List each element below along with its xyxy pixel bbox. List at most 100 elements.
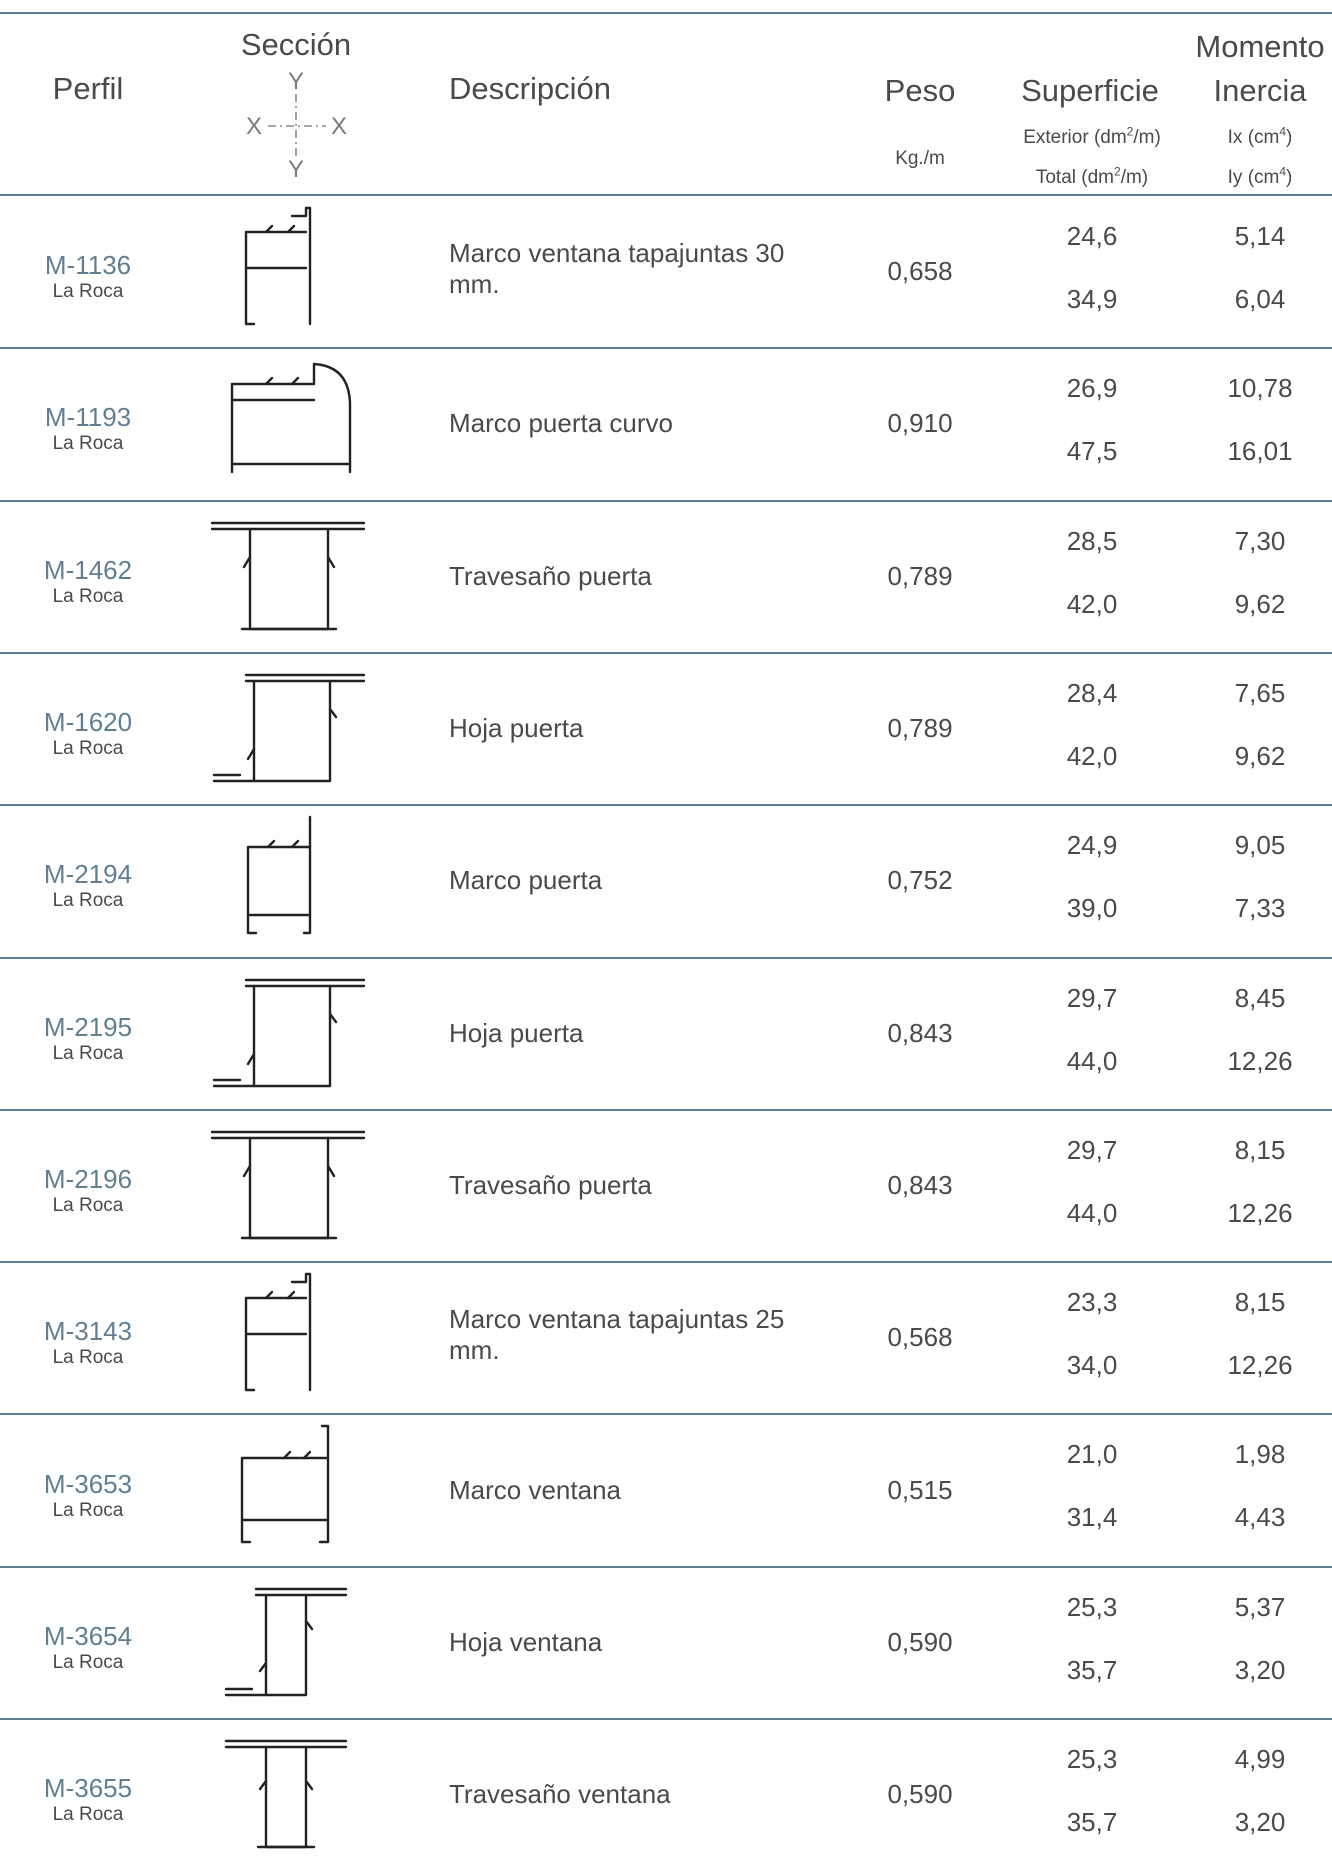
profile-brand: La Roca [52,433,124,455]
profile-code: M-3143 [43,1316,133,1347]
header-inercia: Inercia [1213,73,1307,108]
profile-ix: 1,98 [1234,1439,1286,1470]
profile-code: M-3654 [43,1620,133,1651]
profile-peso: 0,843 [887,1017,953,1048]
profile-exterior: 29,7 [1066,1134,1118,1165]
profile-total: 35,7 [1066,1807,1118,1837]
profile-ix: 4,99 [1234,1744,1286,1774]
profile-peso: 0,515 [887,1474,953,1505]
profile-brand: La Roca [52,1804,124,1826]
profile-brand: La Roca [52,1347,124,1369]
profile-peso: 0,910 [887,408,953,439]
row-rule [0,651,1332,654]
header-rule [0,194,1332,196]
profile-code: M-3653 [43,1468,133,1499]
profile-door-transom-icon [210,1130,366,1239]
profile-brand: La Roca [52,1651,124,1673]
axis-y-bottom: Y [287,156,305,183]
profile-description: Travesaño puerta [449,1169,652,1200]
profile-door-frame-curved-icon [230,363,352,474]
profile-exterior: 25,3 [1066,1591,1118,1622]
profile-peso: 0,789 [887,713,953,744]
profile-description: Hoja ventana [449,1626,603,1657]
profile-description: Marco puerta curvo [449,408,673,439]
header-iy: Iy (cm4) [1227,164,1293,188]
profile-brand: La Roca [52,1194,124,1216]
header-momento: Momento [1195,29,1325,64]
profile-total: 44,0 [1066,1197,1118,1228]
profile-door-transom-icon [210,521,366,630]
profile-iy: 4,43 [1234,1502,1286,1533]
profile-frame-window-cover-icon [244,1272,312,1392]
profile-iy: 12,26 [1227,1350,1293,1381]
profile-ix: 8,45 [1234,982,1286,1013]
row-rule [0,956,1332,959]
profile-exterior: 29,7 [1066,982,1118,1013]
profile-exterior: 28,4 [1066,677,1118,708]
row-rule [0,499,1332,502]
profile-brand: La Roca [52,585,124,607]
profile-code: M-2196 [43,1163,133,1194]
profile-peso: 0,752 [887,865,953,896]
row-rule [0,1108,1332,1111]
profile-frame-window-cover-icon [244,206,312,326]
profile-iy: 9,62 [1234,588,1286,619]
profile-description: Marco ventana tapajuntas 25 mm. [449,1304,785,1366]
profile-exterior: 25,3 [1066,1744,1118,1774]
profile-iy: 12,26 [1227,1197,1293,1228]
profile-iy: 6,04 [1234,284,1286,314]
profile-total: 47,5 [1066,436,1118,467]
profile-description: Marco ventana [449,1474,621,1505]
axis-x-right: X [330,113,348,140]
profile-code: M-1193 [44,402,132,433]
axis-cross-icon [268,94,326,158]
profile-door-leaf-icon [212,978,366,1087]
header-ix: Ix (cm4) [1227,124,1293,148]
row-rule [0,1718,1332,1720]
header-seccion: Sección [240,27,352,62]
profile-ix: 7,30 [1234,525,1286,556]
axis-x-left: X [245,113,263,140]
profile-description: Travesaño ventana [449,1779,671,1810]
profile-code: M-2194 [43,859,133,890]
profile-peso: 0,843 [887,1169,953,1200]
profile-brand: La Roca [52,1042,124,1064]
profile-code: M-2195 [43,1011,133,1042]
header-peso-unit: Kg./m [895,148,945,169]
profile-iy: 3,20 [1234,1654,1286,1685]
header-descripcion: Descripción [449,71,611,106]
profile-ix: 5,37 [1234,1591,1286,1622]
profile-description: Hoja puerta [449,1017,584,1048]
profile-total: 42,0 [1066,588,1118,619]
profile-code: M-1136 [44,250,132,281]
profile-exterior: 26,9 [1066,373,1118,404]
header-superficie: Superficie [1021,73,1159,108]
profile-total: 35,7 [1066,1654,1118,1685]
row-rule [0,1565,1332,1568]
row-rule [0,347,1332,350]
profile-total: 44,0 [1066,1045,1118,1076]
header-peso: Peso [884,73,956,108]
profile-brand: La Roca [52,738,124,760]
profile-peso: 0,789 [887,560,953,591]
profile-peso: 0,568 [887,1322,953,1353]
profile-brand: La Roca [52,281,124,303]
header-perfil: Perfil [52,71,124,106]
row-rule [0,804,1332,807]
profile-window-frame-icon [240,1425,330,1544]
profile-total: 31,4 [1066,1502,1118,1533]
header-superficie-total: Total (dm2/m) [1035,164,1149,188]
profile-iy: 9,62 [1234,740,1286,771]
profile-code: M-3655 [43,1773,133,1804]
profile-code: M-1620 [43,707,133,738]
axis-y-top: Y [287,68,305,95]
profile-window-transom-icon [224,1739,348,1849]
profile-total: 34,0 [1066,1350,1118,1381]
profile-door-leaf-icon [212,673,366,783]
profile-peso: 0,590 [887,1626,953,1657]
profile-description: Marco ventana tapajuntas 30 mm. [449,238,785,300]
profile-ix: 5,14 [1234,221,1286,251]
profile-total: 34,9 [1066,284,1118,314]
profile-iy: 16,01 [1227,436,1293,467]
profile-iy: 3,20 [1234,1807,1286,1837]
